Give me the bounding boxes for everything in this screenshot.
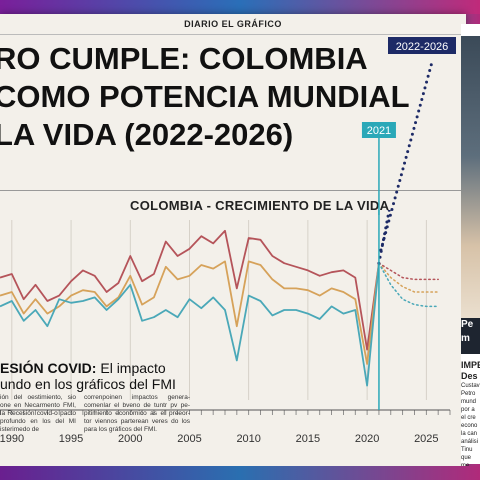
- x-tick-label-2010: 2010: [236, 433, 260, 445]
- chart-title: COLOMBIA - CRECIMIENTO DE LA VIDA: [130, 198, 390, 213]
- photo-caption-line-1: Pe: [461, 319, 474, 330]
- divider-top: [0, 190, 466, 191]
- side-heading-1: IMPE: [461, 360, 480, 370]
- x-tick-label-1990: 1990: [0, 433, 24, 445]
- article-title-rest: El impacto: [96, 360, 166, 376]
- article-title-bold: ESIÓN COVID:: [0, 360, 97, 376]
- line-chart: 1990 1995 2000 2005 2010 2015 2020 2025: [0, 210, 451, 445]
- projection-line-4: [377, 210, 391, 265]
- side-body: Petro mund por a el cre econo la can aná…: [461, 391, 480, 477]
- projection-line-3: [378, 262, 439, 308]
- headline: RO CUMPLE: COLOMBIA COMO POTENCIA MUNDIA…: [0, 40, 440, 154]
- newspaper-page: DIARIO EL GRÁFICO RO CUMPLE: COLOMBIA CO…: [0, 14, 466, 466]
- series-line-3: [0, 263, 380, 387]
- headline-line-2: COMO POTENCIA MUNDIAL: [0, 79, 410, 114]
- x-tick-label-2015: 2015: [296, 433, 320, 445]
- side-photo: [461, 36, 480, 336]
- photo-caption-line-2: m: [461, 333, 470, 344]
- article-column-1: ión del oestimiento, sio one en Necarmen…: [0, 394, 76, 433]
- series-line-1: [0, 229, 380, 351]
- side-article: IMPE Des Custav Petro mund por a el cre …: [461, 360, 480, 478]
- photo-caption: Pe m: [461, 318, 480, 354]
- bottom-gradient-bar: [0, 466, 480, 480]
- top-gradient-bar: [0, 0, 480, 14]
- masthead: DIARIO EL GRÁFICO: [0, 14, 466, 35]
- projection-line-1: [378, 262, 439, 281]
- side-byline: Custav: [461, 383, 480, 389]
- headline-line-3: LA VIDA (2022-2026): [0, 117, 294, 152]
- series-line-2: [0, 260, 380, 365]
- x-tick-label-2025: 2025: [414, 433, 438, 445]
- headline-line-1: RO CUMPLE: COLOMBIA: [0, 41, 368, 76]
- x-tick-label-2005: 2005: [177, 433, 201, 445]
- article-title-line-2: undo en los gráficos del FMI: [0, 376, 176, 392]
- side-heading-2: Des: [461, 371, 478, 381]
- article-column-2: correnpoinen impactos genera-comenlar el…: [84, 394, 190, 433]
- x-tick-label-1995: 1995: [59, 433, 83, 445]
- x-tick-label-2000: 2000: [118, 433, 142, 445]
- x-tick-label-2020: 2020: [355, 433, 379, 445]
- projection-line-2: [378, 262, 439, 293]
- article-title: ESIÓN COVID: El impacto undo en los gráf…: [0, 360, 250, 392]
